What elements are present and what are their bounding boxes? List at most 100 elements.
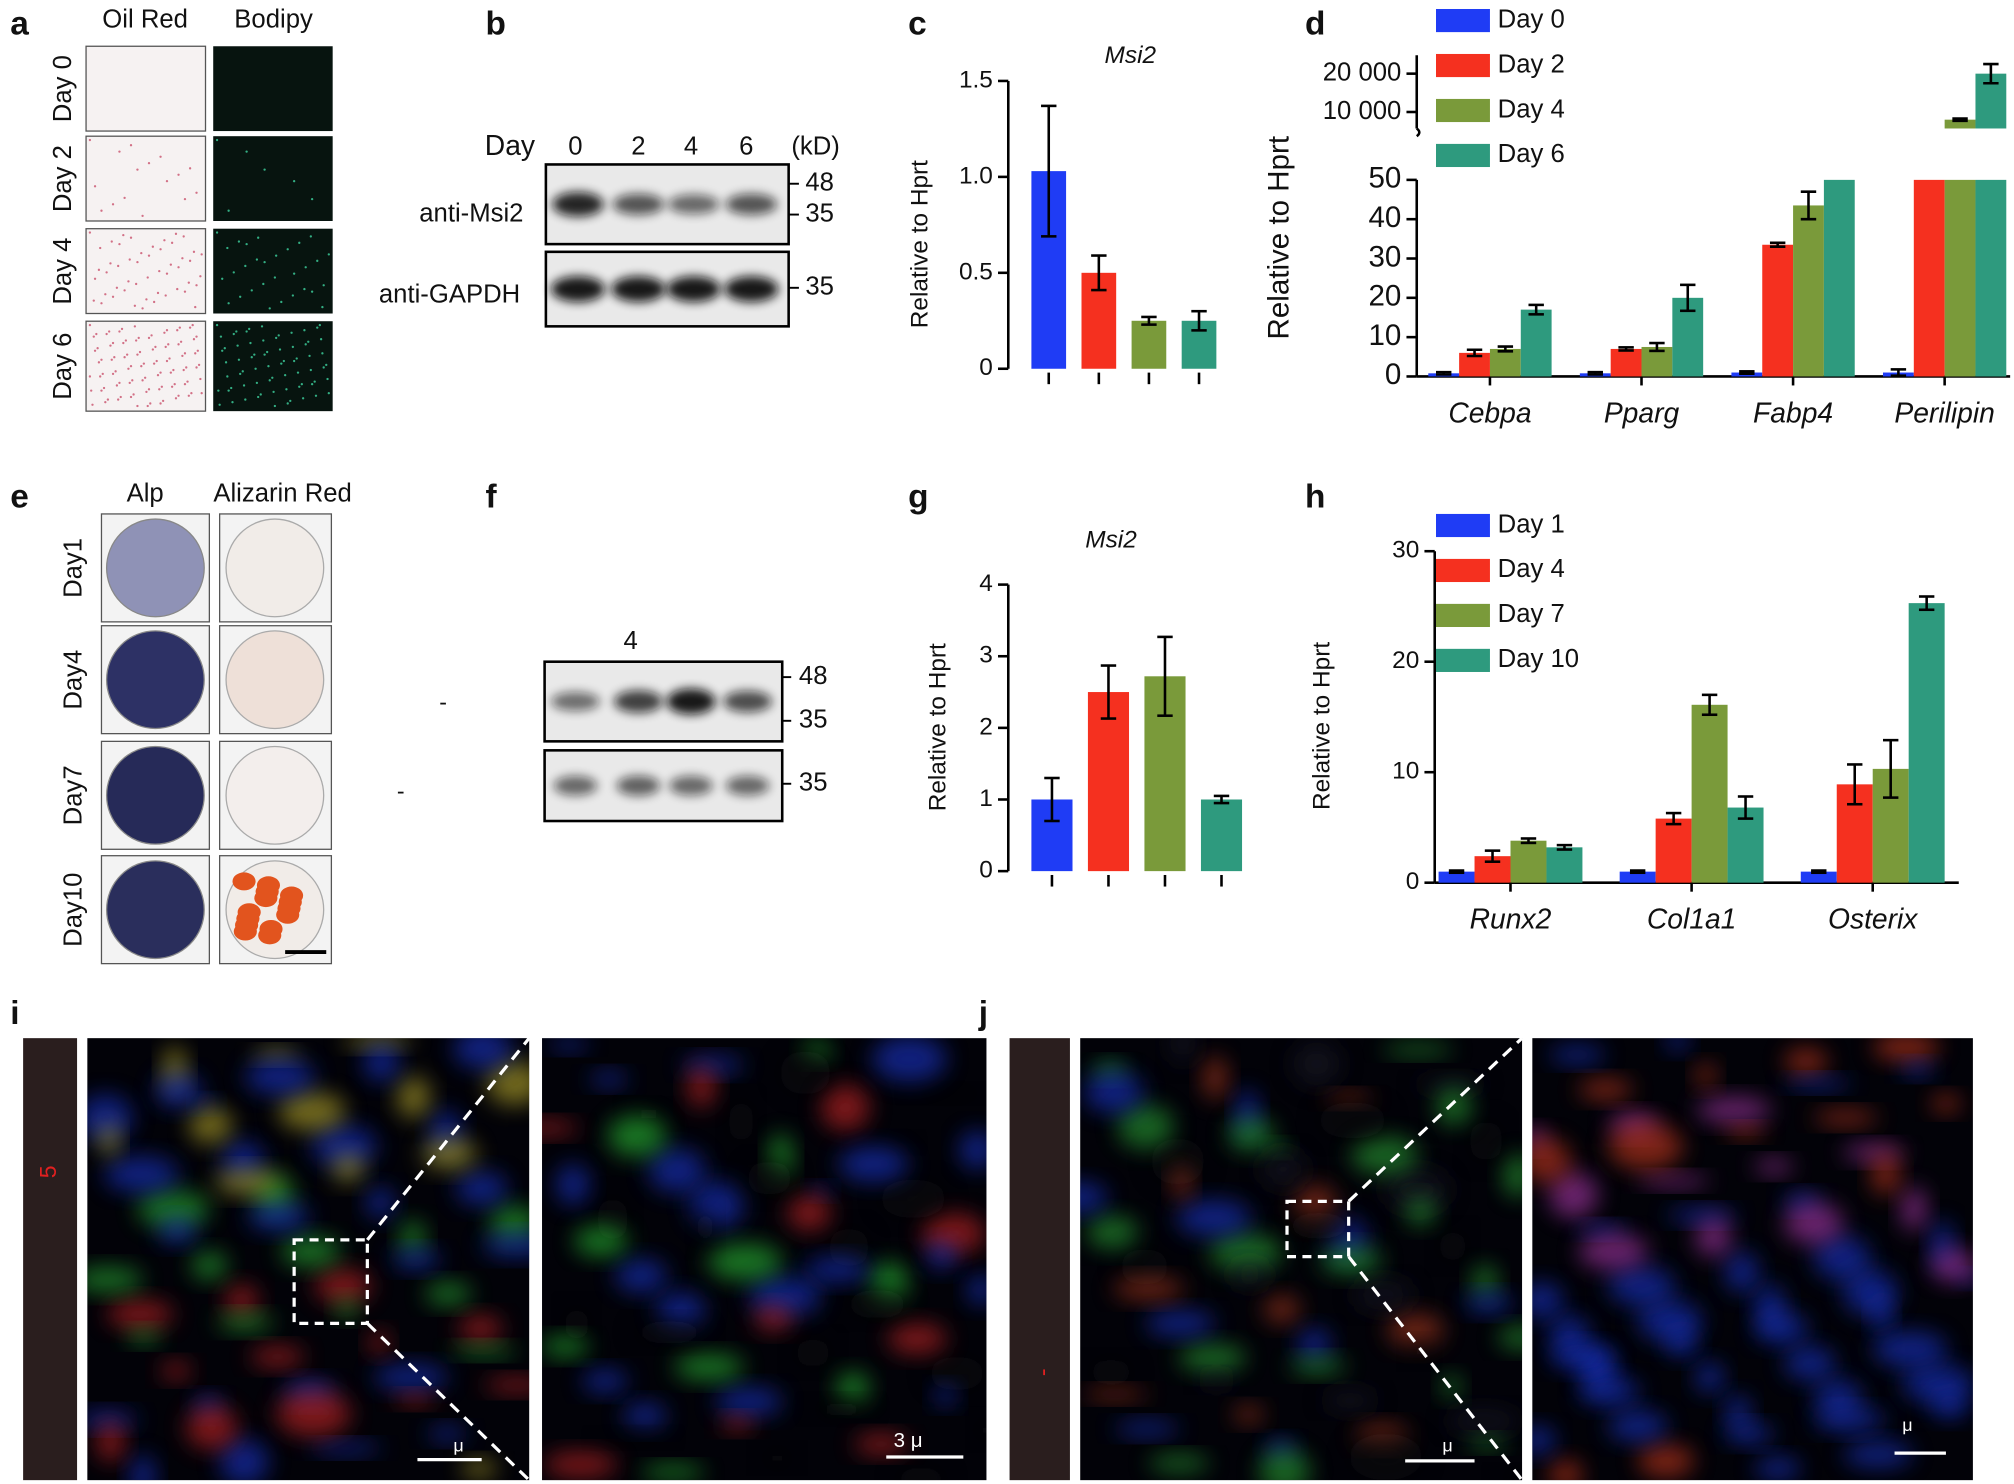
oil-dot <box>159 248 162 251</box>
signal-blob <box>224 1284 259 1316</box>
oil-dot <box>124 339 128 342</box>
signal-blob <box>106 1300 174 1329</box>
signal-blob <box>836 1372 870 1404</box>
bar <box>1908 603 1945 883</box>
lipid-dot <box>230 386 233 390</box>
lane-title: Day <box>485 129 536 161</box>
oil-dot <box>197 363 201 367</box>
signal-blob <box>1754 1457 1801 1481</box>
oil-red-image <box>85 135 207 222</box>
oil-dot <box>173 383 176 386</box>
side-bar <box>1009 1038 1070 1481</box>
oil-dot <box>182 368 185 372</box>
bar-upper <box>1428 128 1460 129</box>
oil-dot <box>118 150 121 153</box>
signal-blob <box>543 1451 618 1478</box>
oil-dot <box>183 290 187 293</box>
error-bar <box>1952 117 1968 123</box>
zoom-box <box>1285 1199 1351 1259</box>
legend-label: Day 0 <box>1498 5 1565 33</box>
signal-blob <box>720 1415 754 1432</box>
row-label: Day10 <box>59 873 87 947</box>
row-label: Day 6 <box>49 333 77 400</box>
signal-blob <box>1317 1102 1388 1139</box>
oil-dot <box>187 281 190 284</box>
signal-blob <box>1263 1295 1300 1324</box>
lipid-dot <box>218 403 221 406</box>
error-bar <box>1882 738 1899 799</box>
dash-label: - <box>397 778 405 804</box>
lipid-dot <box>291 294 295 297</box>
oil-dot <box>164 345 167 349</box>
signal-blob <box>1784 1048 1828 1075</box>
bar-upper <box>1641 128 1673 129</box>
zoom-box <box>292 1238 369 1325</box>
lipid-dot <box>274 254 278 257</box>
signal-blob <box>715 1387 783 1416</box>
bar <box>1975 179 2007 377</box>
oil-dot <box>156 291 160 295</box>
oil-dot <box>117 398 120 401</box>
signal-blob <box>787 1194 832 1231</box>
lipid-dot <box>322 366 325 369</box>
signal-blob <box>1407 1341 1431 1362</box>
bar <box>1793 205 1824 377</box>
signal-blob <box>1497 1325 1523 1350</box>
column-label: Alizarin Red <box>213 479 351 507</box>
oil-dot <box>129 395 133 399</box>
fluorescence-signal <box>1532 1038 1973 1481</box>
lipid-dot <box>245 242 248 246</box>
bar <box>1762 244 1794 377</box>
oil-dot <box>90 389 93 392</box>
error-bar <box>1847 763 1863 806</box>
error-bar <box>1811 869 1827 875</box>
oil-dot <box>93 185 97 188</box>
blot-band <box>551 692 600 712</box>
lipid-dot <box>318 323 321 327</box>
lipid-dot <box>232 332 235 336</box>
legend-label: Day 6 <box>1498 140 1565 168</box>
oil-dot <box>182 235 185 238</box>
oil-dot <box>181 257 184 260</box>
oil-dot <box>132 393 135 396</box>
signal-blob <box>748 1277 821 1316</box>
lipid-dot <box>272 390 275 394</box>
oil-dot <box>108 330 111 333</box>
oil-dot <box>110 240 113 243</box>
oil-dot <box>122 341 125 345</box>
signal-blob <box>1438 1230 1467 1262</box>
signal-blob <box>1179 1343 1246 1373</box>
oil-red-image <box>85 320 207 412</box>
bar <box>1913 179 1945 377</box>
signal-blob <box>366 1187 395 1219</box>
blot-band <box>725 775 770 796</box>
signal-blob <box>928 1356 986 1391</box>
oil-dot <box>141 214 144 218</box>
oil-dot <box>152 300 156 304</box>
oil-dot <box>169 371 172 374</box>
column-label: Oil Red <box>102 5 188 33</box>
signal-blob <box>1900 1187 1927 1231</box>
panel-label: d <box>1305 6 1325 43</box>
oil-dot <box>186 380 189 383</box>
signal-blob <box>191 1251 228 1280</box>
signal-blob <box>127 1328 161 1344</box>
signal-blob <box>926 1241 957 1270</box>
signal-blob <box>1930 1094 1962 1113</box>
oil-dot <box>183 352 187 355</box>
signal-blob <box>1209 1233 1282 1272</box>
signal-blob <box>1754 1158 1794 1175</box>
signal-blob <box>1784 1346 1836 1380</box>
signal-blob <box>1578 1079 1633 1100</box>
oil-dot <box>177 343 180 346</box>
signal-blob <box>245 1058 315 1095</box>
bar <box>1546 847 1583 883</box>
oil-dot <box>159 155 162 158</box>
signal-blob <box>607 1115 667 1157</box>
signal-blob <box>1322 1390 1377 1411</box>
signal-blob <box>1325 1092 1372 1105</box>
alp-well <box>105 745 205 845</box>
oil-dot <box>111 372 115 376</box>
error-bar <box>1983 62 1999 85</box>
lipid-dot <box>262 339 265 342</box>
